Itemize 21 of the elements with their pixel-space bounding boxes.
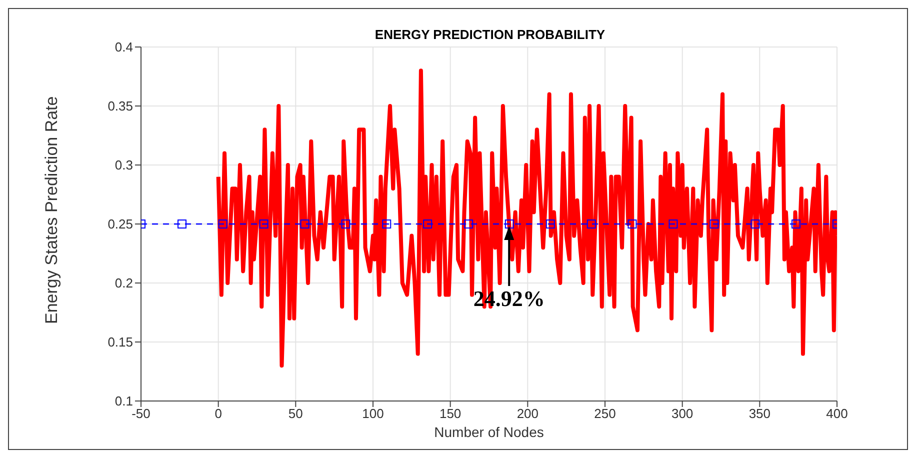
- line-series: [216, 68, 837, 368]
- x-tick-label: 150: [439, 406, 462, 422]
- x-tick-label: 50: [288, 406, 303, 422]
- x-tick-label: 200: [516, 406, 539, 422]
- y-tick-label: 0.25: [108, 216, 133, 232]
- x-tick-label: 350: [748, 406, 771, 422]
- y-axis-title: Energy States Prediction Rate: [42, 96, 62, 324]
- x-axis-title: Number of Nodes: [434, 424, 544, 440]
- y-tick-label: 0.15: [108, 334, 133, 350]
- x-tick-label: 400: [826, 406, 848, 422]
- x-tick-label: -50: [132, 406, 150, 422]
- y-tick-label: 0.1: [114, 394, 133, 409]
- y-tick-label: 0.4: [114, 40, 133, 55]
- x-tick-label: 250: [594, 406, 616, 422]
- x-tick-label: 0: [214, 406, 222, 422]
- y-tick-label: 0.3: [114, 158, 133, 173]
- chart-title: ENERGY PREDICTION PROBABILITY: [374, 27, 606, 42]
- y-tick-label: 0.2: [114, 276, 133, 291]
- x-tick-label: 100: [362, 406, 384, 422]
- y-tick-label: 0.35: [108, 98, 133, 114]
- x-tick-label: 300: [671, 406, 694, 422]
